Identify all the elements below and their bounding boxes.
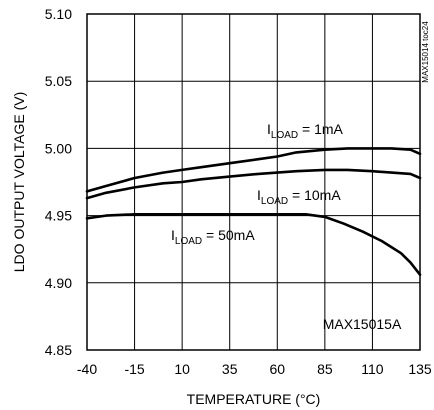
plot-frame <box>86 13 421 351</box>
series-lines <box>85 147 422 276</box>
series-label-3: ILOAD = 50mA <box>171 227 255 247</box>
figure-id: MAX15014 toc24 <box>421 21 430 83</box>
series-line-2 <box>85 168 422 200</box>
series-line-3 <box>85 213 422 276</box>
x-tick-label: -40 <box>77 361 97 377</box>
x-tick-label: 110 <box>361 361 384 377</box>
x-tick-label: 35 <box>222 361 238 377</box>
part-number-annotation: MAX15015A <box>323 316 402 332</box>
y-tick-label: 4.90 <box>45 275 72 291</box>
x-tick-label: 85 <box>317 361 333 377</box>
y-tick-label: 4.95 <box>45 208 72 224</box>
y-axis-label: LDO OUTPUT VOLTAGE (V) <box>11 92 27 272</box>
x-tick-label: -15 <box>124 361 144 377</box>
y-tick-labels: 4.85 4.90 4.95 5.00 5.05 5.10 <box>45 6 72 358</box>
y-tick-label: 5.05 <box>45 73 72 89</box>
series-label-2: ILOAD = 10mA <box>257 187 341 207</box>
x-tick-label: 60 <box>269 361 285 377</box>
y-tick-label: 5.10 <box>45 6 72 22</box>
y-tick-label: 4.85 <box>45 342 72 358</box>
series-line-1 <box>85 147 422 193</box>
x-tick-label: 10 <box>174 361 190 377</box>
grid <box>87 14 420 350</box>
x-tick-labels: -40 -15 10 35 60 85 110 135 <box>77 361 432 377</box>
series-label-1: ILOAD = 1mA <box>267 121 344 141</box>
y-tick-label: 5.00 <box>45 140 72 156</box>
x-tick-label: 135 <box>408 361 432 377</box>
x-axis-label: TEMPERATURE (°C) <box>187 391 321 407</box>
